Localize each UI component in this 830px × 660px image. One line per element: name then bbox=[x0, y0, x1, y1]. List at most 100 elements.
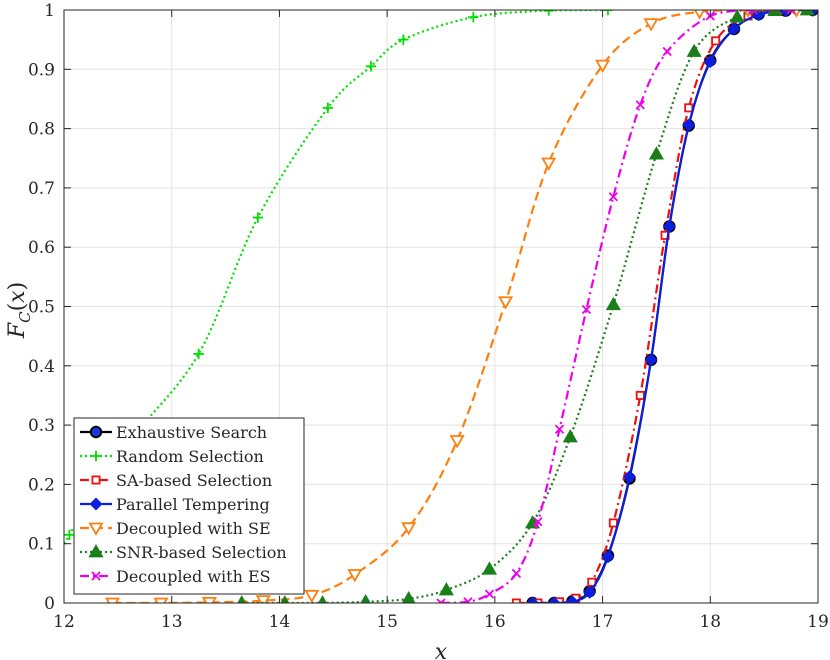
series-decoupled-with-se bbox=[104, 10, 801, 603]
y-tick-label: 0.5 bbox=[28, 298, 55, 318]
y-tick-label: 0.7 bbox=[28, 179, 55, 199]
data-point bbox=[648, 146, 664, 160]
x-tick-label: 15 bbox=[376, 612, 398, 632]
data-point bbox=[280, 595, 290, 603]
data-point bbox=[595, 59, 611, 73]
legend-label: Exhaustive Search bbox=[116, 423, 267, 442]
legend-marker bbox=[90, 450, 102, 462]
legend-label: Parallel Tempering bbox=[116, 495, 270, 514]
legend-label: Decoupled with ES bbox=[116, 567, 271, 586]
data-point bbox=[318, 595, 327, 603]
data-point bbox=[304, 589, 320, 603]
data-point bbox=[684, 103, 694, 113]
x-tick-label: 17 bbox=[592, 612, 614, 632]
tick-marks bbox=[63, 9, 819, 604]
data-point bbox=[767, 10, 783, 16]
legend-label: Random Selection bbox=[116, 447, 264, 466]
legend-item: Decoupled with SE bbox=[80, 519, 271, 538]
data-point bbox=[799, 10, 815, 16]
y-tick-label: 0 bbox=[44, 594, 55, 614]
legend-label: SA-based Selection bbox=[116, 471, 272, 490]
data-point bbox=[729, 10, 745, 23]
y-tick-labels: 0 0.1 0.2 0.3 0.4 0.5 0.6 0.7 0.8 0.9 1 bbox=[28, 1, 55, 614]
data-point bbox=[562, 429, 578, 443]
data-point bbox=[252, 212, 264, 223]
data-point bbox=[727, 22, 741, 36]
series-line bbox=[112, 10, 797, 603]
data-point bbox=[711, 36, 721, 46]
data-point bbox=[401, 522, 417, 536]
legend-item: SNR-based Selection bbox=[80, 543, 287, 562]
data-point bbox=[322, 102, 334, 114]
data-point bbox=[481, 561, 498, 575]
data-point bbox=[644, 353, 658, 367]
legend-box bbox=[73, 417, 305, 595]
legend: Exhaustive Search Random Selection SA-base… bbox=[73, 417, 305, 595]
series-line bbox=[241, 10, 808, 603]
data-point bbox=[32, 598, 42, 608]
legend-item: Decoupled with ES bbox=[80, 567, 271, 586]
data-point bbox=[360, 593, 371, 603]
legend-label: Decoupled with SE bbox=[116, 519, 271, 538]
legend-marker bbox=[88, 544, 104, 558]
data-point bbox=[436, 598, 446, 603]
legend-marker bbox=[89, 497, 103, 511]
data-point bbox=[401, 591, 416, 603]
data-point bbox=[438, 582, 454, 596]
data-point bbox=[64, 529, 75, 541]
data-point bbox=[686, 43, 702, 57]
data-point bbox=[498, 296, 514, 310]
data-point bbox=[511, 598, 521, 603]
data-point bbox=[484, 589, 495, 599]
legend-item: SA-based Selection bbox=[80, 471, 272, 490]
legend-item: Parallel Tempering bbox=[80, 495, 270, 514]
x-tick-label: 14 bbox=[269, 612, 291, 632]
data-point bbox=[398, 34, 409, 45]
x-tick-label: 19 bbox=[807, 612, 829, 632]
data-point bbox=[347, 569, 363, 583]
data-point bbox=[635, 100, 645, 110]
series-snr-based-selection bbox=[237, 10, 815, 603]
data-point bbox=[565, 595, 579, 603]
data-point bbox=[662, 46, 672, 57]
legend-item: Random Selection bbox=[80, 447, 264, 466]
data-point bbox=[201, 597, 217, 603]
data-point bbox=[255, 595, 271, 603]
x-tick-label: 13 bbox=[161, 612, 183, 632]
data-point bbox=[104, 597, 121, 603]
legend-marker bbox=[88, 522, 104, 536]
y-tick-label: 0.6 bbox=[28, 238, 55, 258]
data-point bbox=[511, 568, 522, 578]
data-point bbox=[541, 157, 557, 171]
data-point bbox=[468, 11, 479, 23]
data-point bbox=[748, 10, 759, 15]
data-point bbox=[643, 18, 659, 32]
data-point bbox=[365, 61, 377, 72]
data-point bbox=[533, 598, 543, 603]
data-point bbox=[153, 597, 169, 603]
data-point bbox=[786, 10, 796, 15]
data-point bbox=[554, 424, 565, 434]
series-decoupled-with-es bbox=[436, 10, 796, 603]
data-point bbox=[779, 10, 793, 18]
data-point bbox=[635, 390, 645, 400]
y-tick-label: 1 bbox=[44, 1, 55, 21]
y-tick-label: 0.9 bbox=[28, 60, 55, 80]
data-point bbox=[601, 550, 615, 564]
y-tick-label: 0.2 bbox=[28, 475, 55, 495]
data-point bbox=[694, 10, 705, 20]
legend-marker bbox=[91, 571, 101, 581]
y-axis-label: FC(x) bbox=[5, 282, 34, 339]
legend-marker bbox=[91, 475, 101, 485]
data-point bbox=[703, 55, 717, 69]
y-tick-label: 0.1 bbox=[28, 535, 55, 555]
data-point bbox=[608, 518, 618, 528]
y-tick-label: 0.4 bbox=[28, 357, 55, 377]
x-axis-label: x bbox=[435, 640, 448, 660]
data-point bbox=[605, 296, 621, 311]
data-point bbox=[463, 597, 473, 603]
data-point bbox=[682, 118, 696, 132]
x-tick-labels: 12 13 14 15 16 17 18 19 bbox=[53, 612, 829, 632]
legend-item: Exhaustive Search bbox=[80, 423, 267, 442]
data-point bbox=[543, 10, 554, 16]
